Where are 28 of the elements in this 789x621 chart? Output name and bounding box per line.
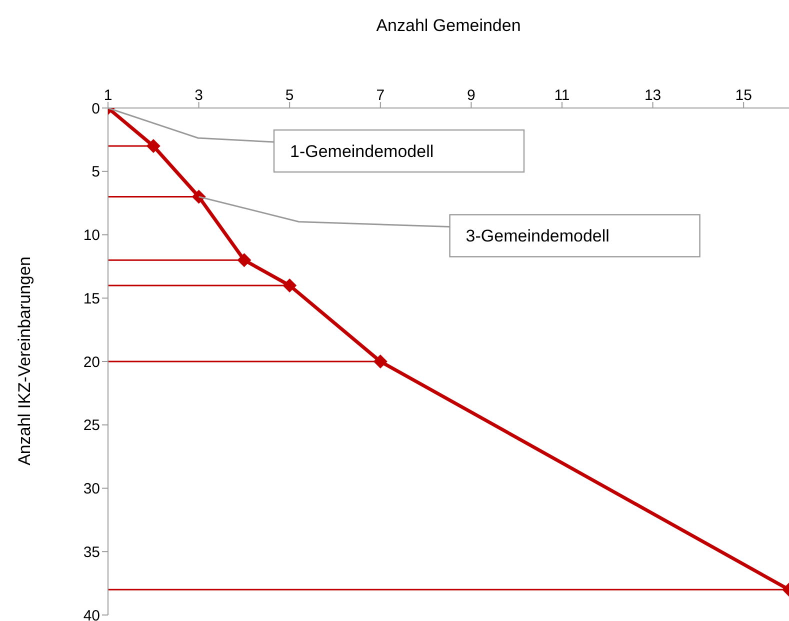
x-tick-label: 9 bbox=[467, 87, 476, 104]
y-tick-label: 10 bbox=[83, 227, 100, 244]
x-axis-title: Anzahl Gemeinden bbox=[375, 16, 522, 36]
x-tick-label: 13 bbox=[644, 87, 662, 104]
point bbox=[282, 278, 297, 292]
annotation: 3-Gemeindemodell bbox=[466, 226, 610, 246]
x-tick-label: 15 bbox=[735, 87, 752, 104]
callout-box: 3-Gemeindemodell bbox=[198, 196, 700, 258]
y-tick-label: 30 bbox=[83, 480, 100, 498]
point bbox=[237, 253, 252, 268]
y-axis-title: Anzahl IKZ-Vereinbarungen bbox=[15, 256, 35, 466]
point bbox=[146, 139, 160, 154]
x-tick-label: 3 bbox=[194, 87, 203, 104]
x-tick-label: 5 bbox=[285, 87, 294, 104]
y-tick-label: 40 bbox=[83, 607, 100, 621]
x-tick-label: 11 bbox=[554, 87, 570, 104]
y-tick-label: 20 bbox=[83, 354, 100, 371]
callout-box: 1-Gemeindemodell bbox=[108, 107, 525, 173]
point bbox=[192, 190, 206, 204]
y-tick-label: 0 bbox=[92, 100, 100, 118]
y-tick-label: 35 bbox=[83, 544, 100, 561]
annotation: 1-Gemeindemodell bbox=[290, 142, 434, 161]
y-tick-label: 5 bbox=[92, 164, 100, 181]
x-tick-label: 1 bbox=[104, 87, 112, 104]
y-tick-label: 15 bbox=[83, 290, 100, 308]
x-tick-label: 7 bbox=[376, 87, 385, 104]
point bbox=[373, 354, 388, 368]
y-tick-label: 25 bbox=[83, 417, 100, 434]
